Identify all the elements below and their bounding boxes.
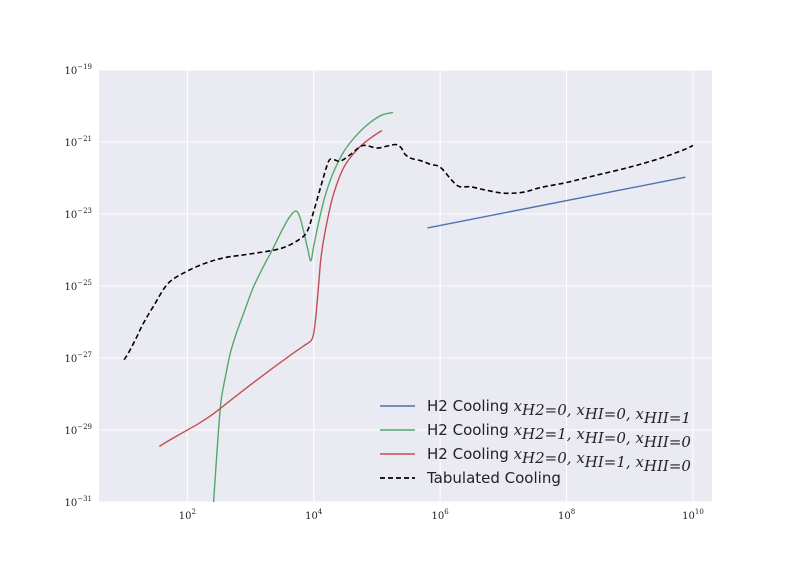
x-tick-label: 104 bbox=[305, 508, 323, 522]
y-tick-label: 10−31 bbox=[64, 495, 92, 509]
y-tick-exponent: −29 bbox=[77, 423, 92, 431]
x-tick-base: 10 bbox=[682, 511, 695, 522]
x-tick-exponent: 2 bbox=[191, 508, 195, 516]
x-tick-base: 10 bbox=[432, 511, 445, 522]
x-tick-base: 10 bbox=[558, 511, 571, 522]
series-layer bbox=[123, 111, 694, 503]
legend-label: H2 Cooling xH2=0, xHI=0, xHII=1 bbox=[427, 397, 691, 427]
x-tick-exponent: 10 bbox=[695, 508, 704, 516]
legend-math-subscript: H2 bbox=[521, 449, 545, 467]
legend-math-var: x bbox=[576, 425, 585, 443]
x-tick-exponent: 6 bbox=[444, 508, 449, 516]
y-tick-label: 10−25 bbox=[64, 279, 92, 293]
legend-math-subscript: HI bbox=[584, 429, 605, 447]
y-tick-label: 10−23 bbox=[64, 207, 92, 221]
grid bbox=[99, 69, 712, 503]
legend-math-subscript: HII bbox=[643, 409, 670, 427]
y-tick-base: 10 bbox=[64, 210, 77, 221]
legend-label-text: H2 Cooling bbox=[427, 421, 514, 439]
legend-math-text: =0, bbox=[545, 449, 577, 467]
x-tick-exponent: 8 bbox=[571, 508, 575, 516]
legend-label-text: Tabulated Cooling bbox=[426, 469, 561, 487]
legend-math-var: x bbox=[635, 405, 644, 423]
x-tick-label: 108 bbox=[558, 508, 575, 522]
legend-label: H2 Cooling xH2=1, xHI=0, xHII=0 bbox=[427, 421, 691, 451]
x-tick-exponent: 4 bbox=[318, 508, 323, 516]
x-tick-base: 10 bbox=[305, 511, 318, 522]
y-tick-exponent: −27 bbox=[77, 351, 92, 359]
y-tick-base: 10 bbox=[64, 354, 77, 365]
tick-layer: 102 104 106 108 101010−3110−2910−2710−2510−2… bbox=[64, 63, 703, 522]
series-line-h2-hii bbox=[427, 176, 686, 229]
legend-math-subscript: HI bbox=[584, 405, 605, 423]
legend-math-text: =1 bbox=[669, 409, 691, 427]
y-tick-label: 10−29 bbox=[64, 423, 92, 437]
legend-math-subscript: HI bbox=[584, 453, 605, 471]
y-tick-base: 10 bbox=[64, 426, 77, 437]
y-tick-base: 10 bbox=[64, 498, 77, 509]
y-tick-label: 10−27 bbox=[64, 351, 92, 365]
y-tick-base: 10 bbox=[64, 138, 77, 149]
y-tick-label: 10−21 bbox=[64, 135, 92, 149]
series-line-h2-hi bbox=[158, 129, 383, 448]
legend-math-var: x bbox=[576, 401, 585, 419]
legend-math-var: x bbox=[576, 449, 585, 467]
legend-math-subscript: HII bbox=[643, 457, 670, 475]
series-line-tabulated bbox=[123, 143, 694, 361]
legend-math-var: x bbox=[514, 445, 523, 463]
y-tick-base: 10 bbox=[64, 66, 77, 77]
legend-math-var: x bbox=[514, 421, 523, 439]
y-tick-exponent: −25 bbox=[77, 279, 92, 287]
legend-math-var: x bbox=[514, 397, 523, 415]
legend-math-var: x bbox=[635, 453, 644, 471]
legend-math-text: =0 bbox=[669, 433, 692, 451]
legend-label: Tabulated Cooling bbox=[426, 469, 561, 487]
y-tick-exponent: −23 bbox=[77, 207, 92, 215]
legend-math-subscript: H2 bbox=[521, 425, 545, 443]
series-line-h2-h2 bbox=[212, 111, 394, 503]
legend-math-subscript: H2 bbox=[521, 401, 545, 419]
legend-math-text: =1, bbox=[545, 425, 577, 443]
legend-math-text: =0, bbox=[604, 429, 636, 447]
legend-math-text: =0 bbox=[669, 457, 692, 475]
legend-math-text: =1, bbox=[604, 453, 636, 471]
legend-label: H2 Cooling xH2=0, xHI=1, xHII=0 bbox=[427, 445, 691, 475]
y-tick-base: 10 bbox=[64, 282, 77, 293]
legend-label-text: H2 Cooling bbox=[427, 397, 514, 415]
legend-math-var: x bbox=[635, 429, 644, 447]
y-tick-label: 10−19 bbox=[64, 63, 92, 77]
legend-label-text: H2 Cooling bbox=[427, 445, 514, 463]
y-tick-exponent: −21 bbox=[77, 135, 92, 143]
x-tick-label: 102 bbox=[179, 508, 196, 522]
legend-math-subscript: HII bbox=[643, 433, 670, 451]
x-tick-label: 106 bbox=[432, 508, 450, 522]
y-tick-exponent: −31 bbox=[77, 495, 92, 503]
legend-math-text: =0, bbox=[604, 405, 636, 423]
x-tick-label: 1010 bbox=[682, 508, 704, 522]
legend: H2 Cooling xH2=0, xHI=0, xHII=1H2 Coolin… bbox=[380, 397, 691, 487]
y-tick-exponent: −19 bbox=[77, 63, 92, 71]
x-tick-base: 10 bbox=[179, 511, 192, 522]
legend-math-text: =0, bbox=[545, 401, 577, 419]
